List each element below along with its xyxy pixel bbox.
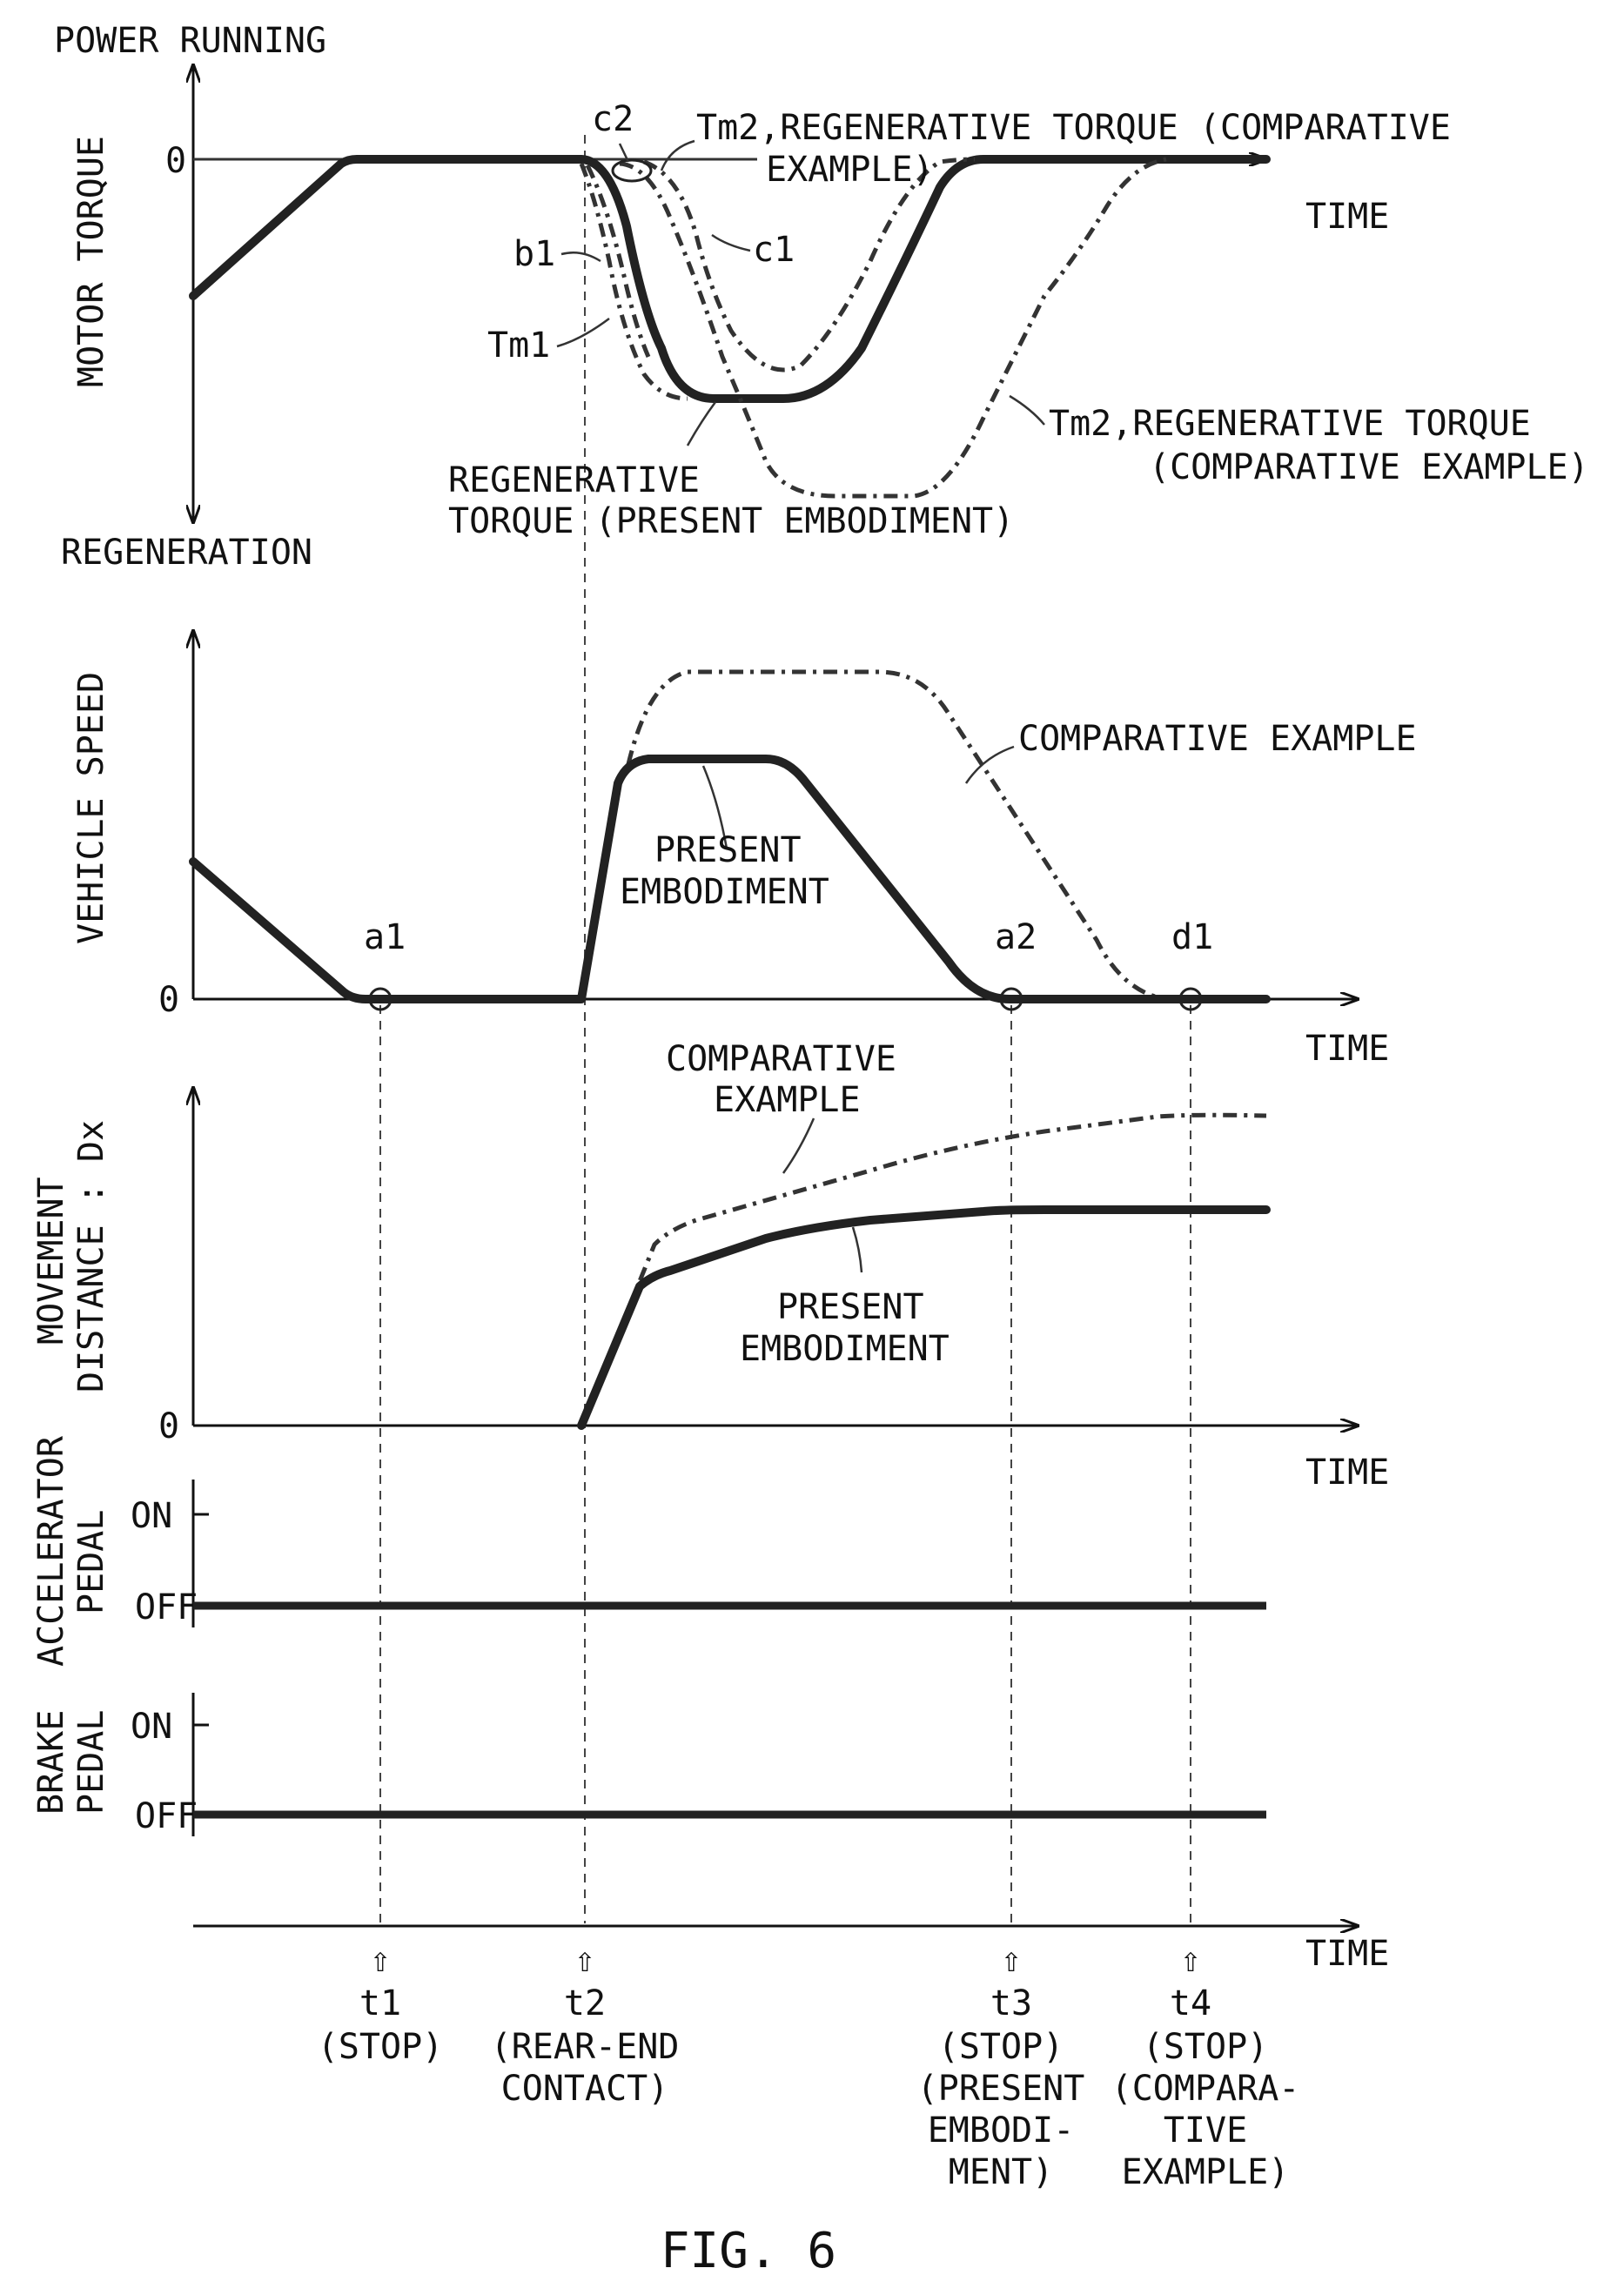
distance-present-label-1: PRESENT — [777, 1287, 924, 1327]
c2-leader — [618, 143, 630, 163]
a1-marker — [368, 987, 393, 1011]
tm2-right-leader — [1009, 394, 1045, 426]
figure-caption: FIG. 6 — [661, 2223, 836, 2279]
brake-title-2: PEDAL — [71, 1710, 111, 1815]
tm2-top-leader — [660, 139, 695, 171]
tm2-top-label-1: Tm2,REGENERATIVE TORQUE (COMPARATIVE — [696, 108, 1451, 148]
t4-desc-1: (STOP) — [1143, 2027, 1269, 2067]
speed-comparative-curve — [626, 669, 1167, 1002]
present-torque-label-2: TORQUE (PRESENT EMBODIMENT) — [448, 501, 1014, 541]
t2-desc-1: (REAR-END — [491, 2027, 680, 2067]
distance-comparative-label-2: EXAMPLE — [714, 1080, 861, 1120]
torque-time-label: TIME — [1305, 197, 1389, 237]
torque-zero-label: 0 — [165, 141, 186, 181]
accelerator-title-2: PEDAL — [71, 1510, 111, 1614]
event-t3: ⇧ t3 (STOP) (PRESENT EMBODI- MENT) — [917, 1940, 1085, 2192]
b1-curve — [585, 164, 651, 358]
speed-present-curve — [189, 755, 1271, 1003]
t1-arrow-icon: ⇧ — [370, 1940, 391, 1980]
time-guide-lines — [379, 135, 1191, 1923]
t4-label: t4 — [1170, 1983, 1211, 2023]
t2-arrow-icon: ⇧ — [574, 1940, 595, 1980]
t4-arrow-icon: ⇧ — [1180, 1940, 1201, 1980]
time-axis-label: TIME — [1305, 1934, 1389, 1974]
distance-present-label-2: EMBODIMENT — [740, 1329, 950, 1369]
regeneration-label: REGENERATION — [61, 533, 312, 573]
vehicle-speed-title: VEHICLE SPEED — [71, 672, 111, 944]
distance-present-curve — [577, 1205, 1271, 1430]
accelerator-on-label: ON — [131, 1496, 172, 1536]
d1-label: d1 — [1171, 917, 1213, 957]
t3-desc-2: (PRESENT — [917, 2069, 1085, 2109]
t3-desc-1: (STOP) — [938, 2027, 1064, 2067]
c1-leader — [711, 233, 751, 252]
b1-leader — [560, 252, 601, 263]
brake-off-label: OFF — [135, 1796, 198, 1836]
tm1-curve — [579, 163, 688, 401]
present-torque-leader — [686, 401, 717, 446]
a1-label: a1 — [364, 917, 406, 957]
t1-desc-1: (STOP) — [318, 2027, 444, 2067]
t4-desc-3: TIVE — [1164, 2110, 1247, 2151]
speed-time-label: TIME — [1305, 1029, 1389, 1069]
c1-curve — [619, 157, 1167, 499]
accelerator-title-1: ACCELERATOR — [31, 1435, 71, 1667]
distance-comparative-leader — [782, 1117, 815, 1174]
t3-desc-4: MENT) — [949, 2152, 1053, 2192]
event-t1: ⇧ t1 (STOP) — [318, 1940, 444, 2067]
distance-time-label: TIME — [1305, 1453, 1389, 1493]
distance-panel: MOVEMENT DISTANCE : Dx 0 TIME COMPARATIV… — [31, 1039, 1389, 1493]
t1-label: t1 — [359, 1983, 401, 2023]
distance-title-1: MOVEMENT — [31, 1177, 71, 1345]
present-torque-label-1: REGENERATIVE — [448, 460, 700, 500]
distance-zero-label: 0 — [158, 1406, 179, 1446]
c2-marker — [611, 158, 653, 183]
speed-comparative-label: COMPARATIVE EXAMPLE — [1018, 719, 1417, 759]
a2-label: a2 — [995, 917, 1037, 957]
t4-desc-2: (COMPARA- — [1111, 2069, 1300, 2109]
b1-label: b1 — [513, 234, 555, 274]
distance-comparative-label-1: COMPARATIVE — [666, 1039, 896, 1079]
speed-present-label-2: EMBODIMENT — [620, 872, 829, 912]
event-t4: ⇧ t4 (STOP) (COMPARA- TIVE EXAMPLE) — [1111, 1940, 1300, 2192]
accelerator-off-label: OFF — [135, 1587, 198, 1627]
speed-zero-label: 0 — [158, 980, 179, 1020]
t2-label: t2 — [564, 1983, 606, 2023]
brake-panel: BRAKE PEDAL ON OFF — [31, 1693, 1266, 1836]
tm2-right-label-2: (COMPARATIVE EXAMPLE) — [1149, 447, 1589, 487]
t3-desc-3: EMBODI- — [928, 2110, 1075, 2151]
c1-label: c1 — [753, 230, 795, 270]
brake-title-1: BRAKE — [31, 1710, 71, 1815]
distance-title-2: DISTANCE : Dx — [71, 1120, 111, 1392]
t2-desc-2: CONTACT) — [501, 2069, 669, 2109]
tm2-top-label-2: EXAMPLE) — [766, 150, 934, 190]
event-t2: ⇧ t2 (REAR-END CONTACT) — [491, 1940, 680, 2109]
speed-present-label-1: PRESENT — [654, 830, 802, 870]
c2-label: c2 — [592, 99, 634, 139]
tm1-label: Tm1 — [487, 325, 550, 366]
distance-comparative-curve — [579, 1112, 1267, 1426]
power-running-label: POWER RUNNING — [54, 21, 326, 61]
speed-panel: VEHICLE SPEED 0 TIME a1 a2 d1 COMPARATIV… — [71, 631, 1417, 1069]
torque-panel: POWER RUNNING REGENERATION MOTOR TORQUE … — [54, 21, 1589, 573]
tm1-leader — [556, 317, 610, 348]
accelerator-panel: ACCELERATOR PEDAL ON OFF — [31, 1435, 1266, 1667]
motor-torque-title: MOTOR TORQUE — [71, 136, 111, 387]
regen-torque-present-curve — [189, 155, 1271, 403]
t4-desc-4: EXAMPLE) — [1122, 2152, 1290, 2192]
t3-arrow-icon: ⇧ — [1001, 1940, 1022, 1980]
tm2-right-label-1: Tm2,REGENERATIVE TORQUE — [1049, 404, 1531, 444]
a2-marker — [999, 987, 1023, 1011]
distance-present-leader — [851, 1226, 863, 1273]
tm2-top-curve — [643, 157, 976, 372]
brake-on-label: ON — [131, 1707, 172, 1747]
speed-comparative-leader — [964, 745, 1015, 784]
d1-marker — [1178, 987, 1203, 1011]
time-axis: TIME ⇧ t1 (STOP) ⇧ t2 (REAR-END CONTACT)… — [193, 1926, 1389, 2192]
t3-label: t3 — [990, 1983, 1032, 2023]
speed-present-leader — [701, 765, 728, 849]
